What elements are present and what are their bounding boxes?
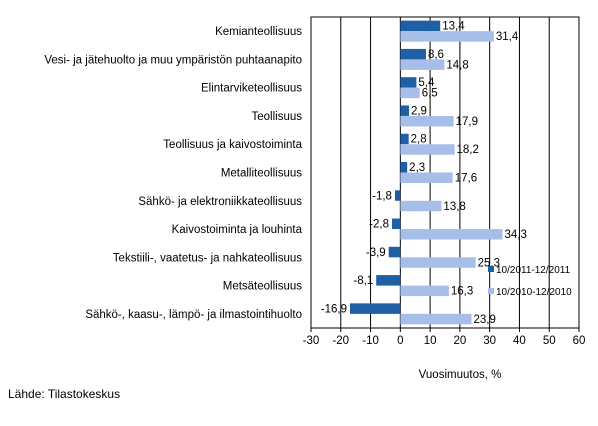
tick-label-7: 40 xyxy=(513,335,526,347)
value-label-s1-10: -16,9 xyxy=(321,303,347,315)
x-axis-title: Vuosimuutos, % xyxy=(419,369,502,381)
bar-s1-6 xyxy=(394,190,401,201)
category-label-6: Sähkö- ja elektroniikkateollisuus xyxy=(138,196,302,208)
category-label-8: Tekstiili-, vaatetus- ja nahkateollisuus xyxy=(113,252,302,264)
category-label-10: Sähkö-, kaasu-, lämpö- ja ilmastointihuo… xyxy=(85,309,302,321)
value-label-s2-6: 13,8 xyxy=(443,201,465,213)
legend-label-1: 10/2011-12/2011 xyxy=(496,265,571,276)
bar-s2-10 xyxy=(400,313,472,325)
bar-s2-5 xyxy=(400,172,453,183)
bar-s1-3 xyxy=(400,105,409,116)
bar-s2-9 xyxy=(400,285,449,297)
legend-label-2: 10/2010-12/2010 xyxy=(496,287,572,298)
value-label-s1-4: 2,8 xyxy=(411,134,427,146)
bar-s1-9 xyxy=(376,275,401,286)
category-label-5: Metalliteollisuus xyxy=(221,168,302,180)
category-label-1: Vesi- ja jätehuolto ja muu ympäristön pu… xyxy=(44,54,302,66)
bar-s1-1 xyxy=(400,48,426,60)
value-label-s2-4: 18,2 xyxy=(457,144,479,156)
bar-s2-6 xyxy=(400,200,442,212)
category-label-9: Metsäteollisuus xyxy=(223,281,303,293)
bar-s2-1 xyxy=(400,59,445,70)
bar-s1-5 xyxy=(400,162,408,173)
tick-label-2: -10 xyxy=(362,335,379,347)
value-label-s2-8: 25,3 xyxy=(478,257,500,269)
value-label-s1-7: -2,8 xyxy=(369,219,389,231)
bar-s2-8 xyxy=(400,257,476,268)
bar-s1-7 xyxy=(391,218,401,230)
plot-frame xyxy=(310,16,580,329)
value-label-s2-1: 14,8 xyxy=(446,59,468,71)
value-label-s2-0: 31,4 xyxy=(496,31,519,43)
bar-s2-4 xyxy=(400,144,455,155)
value-label-s1-1: 8,6 xyxy=(428,49,444,61)
tick-label-4: 10 xyxy=(424,335,437,347)
tick-label-5: 20 xyxy=(453,335,466,347)
bar-s1-10 xyxy=(350,303,401,314)
tick-label-1: -20 xyxy=(332,335,349,347)
legend-swatch-1 xyxy=(488,266,494,272)
value-label-s1-6: -1,8 xyxy=(372,190,392,202)
tick-label-6: 30 xyxy=(483,335,496,347)
category-label-0: Kemianteollisuus xyxy=(215,26,302,38)
tick-label-0: -30 xyxy=(303,335,320,347)
value-label-s2-5: 17,6 xyxy=(455,173,477,185)
bar-s2-7 xyxy=(400,229,503,240)
value-label-s2-7: 34,3 xyxy=(504,229,526,241)
category-label-4: Teollisuus ja kaivostoiminta xyxy=(163,139,302,151)
bar-s1-4 xyxy=(400,133,409,145)
tick-label-9: 60 xyxy=(573,335,586,347)
bar-s2-2 xyxy=(400,87,420,99)
tick-label-3: 0 xyxy=(397,335,403,347)
bar-s2-3 xyxy=(400,115,454,127)
bar-s2-0 xyxy=(400,31,494,42)
bar-s1-2 xyxy=(400,77,417,88)
value-label-s1-9: -8,1 xyxy=(353,275,373,287)
value-label-s2-10: 23,9 xyxy=(474,314,496,326)
category-label-3: Teollisuus xyxy=(252,111,303,123)
category-label-2: Elintarviketeollisuus xyxy=(201,83,302,95)
value-label-s2-2: 6,5 xyxy=(422,88,438,100)
bar-s1-8 xyxy=(388,246,401,258)
value-label-s1-8: -3,9 xyxy=(366,247,386,259)
value-label-s1-0: 13,4 xyxy=(442,21,465,33)
tick-label-8: 50 xyxy=(543,335,556,347)
value-label-s1-2: 5,4 xyxy=(418,77,435,89)
value-label-s1-3: 2,9 xyxy=(411,105,427,117)
legend-swatch-2 xyxy=(488,288,494,294)
value-label-s2-3: 17,9 xyxy=(456,116,478,128)
value-label-s1-5: 2,3 xyxy=(409,162,425,174)
category-label-7: Kaivostoiminta ja louhinta xyxy=(172,224,303,236)
value-label-s2-9: 16,3 xyxy=(451,286,473,298)
bar-s1-0 xyxy=(400,20,441,32)
source-note: Lähde: Tilastokeskus xyxy=(8,387,121,401)
